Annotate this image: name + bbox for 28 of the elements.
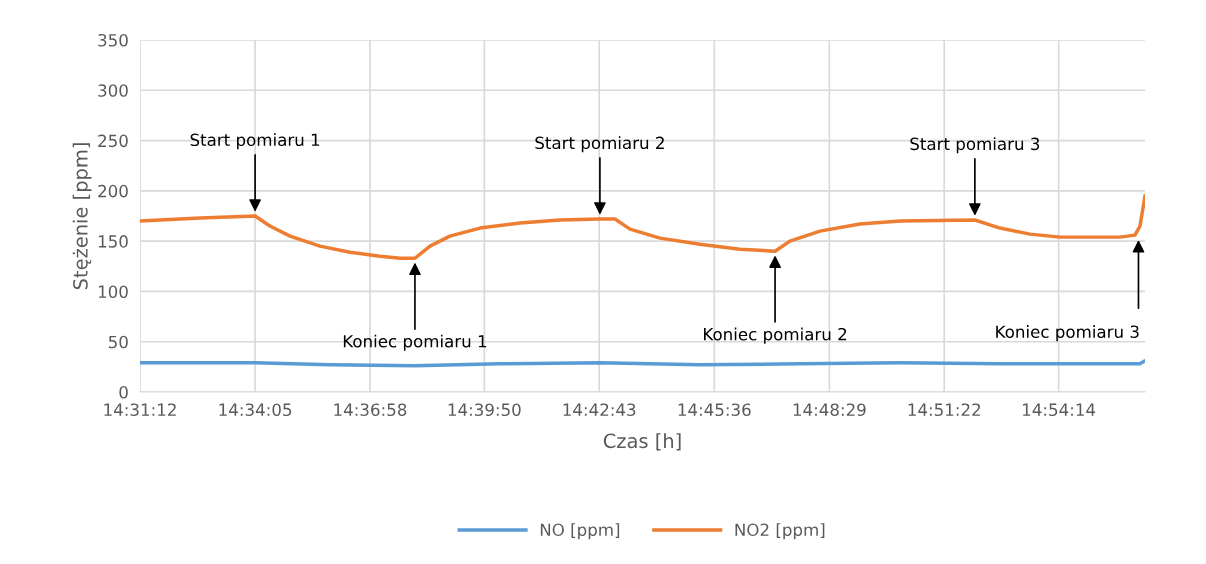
x-tick-label: 14:36:58 xyxy=(334,403,407,417)
y-tick-label: 200 xyxy=(98,184,128,198)
x-tick-label: 14:42:43 xyxy=(563,403,636,417)
x-tick-label: 14:54:14 xyxy=(1023,403,1096,417)
x-tick-label: 14:39:50 xyxy=(448,403,521,417)
x-tick-label: 14:34:05 xyxy=(219,403,292,417)
y-tick-label: 150 xyxy=(98,235,128,248)
x-tick-label: 14:31:12 xyxy=(104,403,176,417)
line-series xyxy=(140,194,1145,260)
y-tick-label: 250 xyxy=(98,134,128,148)
y-tick-label: 300 xyxy=(98,84,128,97)
y-tick-label: 50 xyxy=(108,335,128,349)
legend-label: NO2 [ppm] xyxy=(735,523,825,540)
annotation: Start pomiaru 1 xyxy=(190,133,320,150)
y-axis-title: Stężenie [ppm] xyxy=(72,143,92,290)
x-tick-label: 14:48:29 xyxy=(793,403,866,417)
legend-label: NO [ppm] xyxy=(540,523,620,540)
annotation: Start pomiaru 3 xyxy=(910,137,1040,154)
x-tick-label: 14:45:36 xyxy=(678,403,751,417)
annotation: Start pomiaru 2 xyxy=(535,136,664,153)
y-tick-label: 350 xyxy=(98,33,128,47)
annotation: Koniec pomiaru 1 xyxy=(343,334,487,351)
x-axis-title: Czas [h] xyxy=(603,433,681,451)
y-tick-label: 100 xyxy=(98,285,128,298)
annotation: Koniec pomiaru 2 xyxy=(704,327,847,344)
annotation: Koniec pomiaru 3 xyxy=(996,325,1139,342)
x-tick-label: 14:51:22 xyxy=(908,403,980,417)
y-tick-label: 0 xyxy=(119,385,128,399)
